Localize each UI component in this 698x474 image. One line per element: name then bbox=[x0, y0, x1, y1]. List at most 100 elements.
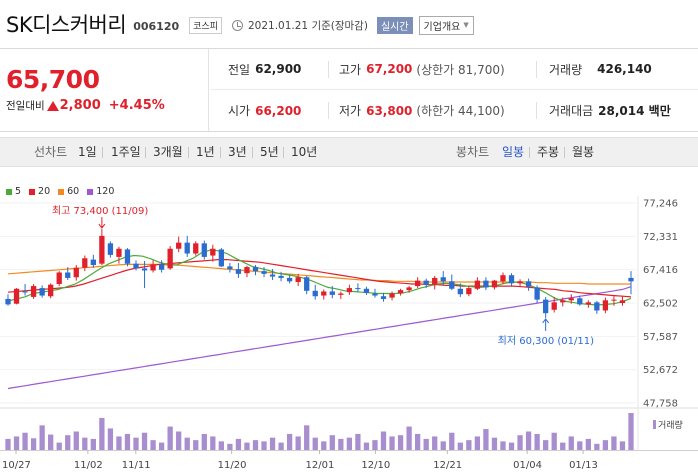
max-annotation: 최고 73,400 (11/09) bbox=[52, 205, 148, 217]
legend-ma120: 120 bbox=[87, 186, 114, 197]
volume-bar bbox=[167, 426, 173, 450]
tab-1w[interactable]: 1주일 bbox=[111, 145, 141, 159]
volume-bar bbox=[176, 431, 182, 450]
volume-value: 426,140 bbox=[597, 62, 652, 76]
tab-3m[interactable]: 3개월 bbox=[153, 145, 183, 159]
tab-3y[interactable]: 3년 bbox=[228, 145, 247, 159]
volume-bar bbox=[543, 440, 549, 450]
candle-body bbox=[193, 243, 199, 254]
candle-body bbox=[39, 288, 45, 296]
volume-bar bbox=[56, 442, 62, 450]
candle-body bbox=[363, 288, 370, 293]
volume-bar bbox=[560, 442, 566, 450]
legend-label: 60 bbox=[67, 186, 80, 197]
volume-bar bbox=[321, 441, 327, 450]
candle-body bbox=[551, 302, 557, 310]
candle-body bbox=[525, 281, 532, 287]
legend-swatch bbox=[58, 188, 65, 195]
low-value: 63,800 bbox=[366, 103, 413, 118]
candle-body bbox=[449, 281, 455, 289]
volume-bar bbox=[286, 433, 293, 450]
candle-body bbox=[278, 275, 284, 278]
stock-header: SK디스커버리 006120 코스피 2021.01.21 기준(장마감) 실시… bbox=[0, 0, 698, 48]
lower-limit: (하한가 44,100) bbox=[416, 104, 505, 118]
prev-close-value: 62,900 bbox=[255, 62, 302, 76]
candle-body bbox=[150, 264, 156, 271]
volume-bar bbox=[295, 436, 301, 450]
volume-bar bbox=[491, 437, 498, 450]
candlestick-chart[interactable]: 77,246 72,331 67,416 62,502 57,587 52,672 47,7… bbox=[0, 178, 698, 474]
candle-chart-label[interactable]: 봉차트 bbox=[456, 145, 490, 159]
volume-bar bbox=[304, 425, 310, 450]
candle-body bbox=[116, 248, 122, 257]
candle-body bbox=[176, 242, 182, 249]
volume-legend-label: 거래량 bbox=[658, 419, 683, 431]
divider bbox=[188, 147, 189, 158]
volume-bar bbox=[210, 436, 216, 450]
y-tick-label: 52,672 bbox=[643, 365, 678, 376]
volume-bar bbox=[227, 443, 233, 450]
candle-body bbox=[619, 300, 626, 304]
candle-body bbox=[124, 249, 131, 264]
volume-bar bbox=[184, 437, 190, 450]
divider bbox=[536, 61, 537, 78]
clock-icon bbox=[231, 19, 243, 31]
volume-bar bbox=[432, 436, 438, 450]
tab-monthly[interactable]: 월봉 bbox=[572, 145, 595, 159]
line-chart-label[interactable]: 선차트 bbox=[34, 145, 68, 159]
candle-body bbox=[406, 287, 412, 291]
tab-daily[interactable]: 일봉 bbox=[502, 145, 525, 159]
candle-body bbox=[13, 288, 20, 304]
y-tick-label: 62,502 bbox=[643, 299, 678, 310]
volume-bar bbox=[329, 435, 335, 450]
tab-weekly[interactable]: 주봉 bbox=[537, 145, 560, 159]
tab-5y[interactable]: 5년 bbox=[260, 145, 279, 159]
ma120-line bbox=[7, 286, 632, 390]
volume-bar bbox=[312, 437, 318, 450]
candle-body bbox=[210, 248, 216, 256]
tab-1d[interactable]: 1일 bbox=[78, 145, 97, 159]
divider bbox=[328, 102, 329, 119]
x-tick-label: 12/10 bbox=[361, 460, 390, 471]
metric-row-2: 시가 66,200 저가 63,800 (하한가 44,100) 거래대금 28… bbox=[210, 90, 698, 131]
divider bbox=[564, 147, 565, 158]
volume-bar bbox=[517, 435, 523, 450]
candle-body bbox=[321, 291, 327, 296]
candle-body bbox=[218, 249, 225, 267]
candle-body bbox=[491, 280, 498, 288]
company-info-dropdown[interactable]: 기업개요 ▼ bbox=[418, 15, 474, 35]
tab-10y[interactable]: 10년 bbox=[291, 145, 318, 159]
candle-body bbox=[99, 235, 105, 264]
volume-bar bbox=[611, 436, 617, 450]
volume-bar bbox=[585, 438, 591, 450]
tab-1y[interactable]: 1년 bbox=[196, 145, 215, 159]
candle-body bbox=[397, 290, 404, 294]
x-tick-label: 01/13 bbox=[569, 460, 598, 471]
change-label: 전일대비 bbox=[6, 100, 45, 112]
candle-body bbox=[440, 277, 446, 282]
divider bbox=[328, 61, 329, 78]
volume-bar bbox=[602, 440, 609, 450]
candle-body bbox=[56, 272, 62, 285]
current-price: 65,700 bbox=[6, 65, 100, 94]
candle-body bbox=[611, 299, 617, 301]
change-value: 2,800 bbox=[59, 98, 101, 113]
candle-body bbox=[534, 287, 540, 300]
candle-body bbox=[355, 288, 361, 290]
base-date: 2021.01.21 기준(장마감) bbox=[247, 19, 368, 32]
realtime-button[interactable]: 실시간 bbox=[376, 16, 413, 34]
candle-body bbox=[602, 300, 609, 311]
volume-bar bbox=[90, 438, 96, 450]
volume-bar bbox=[525, 431, 532, 450]
amount-cell: 거래대금 28,014 백만 bbox=[549, 90, 671, 131]
volume-bar bbox=[594, 443, 600, 450]
volume-bar bbox=[65, 435, 71, 450]
candle-body bbox=[133, 263, 139, 269]
volume-bar bbox=[372, 440, 378, 450]
volume-bar bbox=[39, 425, 45, 450]
low-cell: 저가 63,800 (하한가 44,100) bbox=[339, 90, 505, 131]
volume-bar bbox=[13, 436, 20, 450]
candle-body bbox=[414, 280, 421, 287]
candle-body bbox=[346, 288, 353, 293]
legend-swatch bbox=[6, 188, 12, 195]
